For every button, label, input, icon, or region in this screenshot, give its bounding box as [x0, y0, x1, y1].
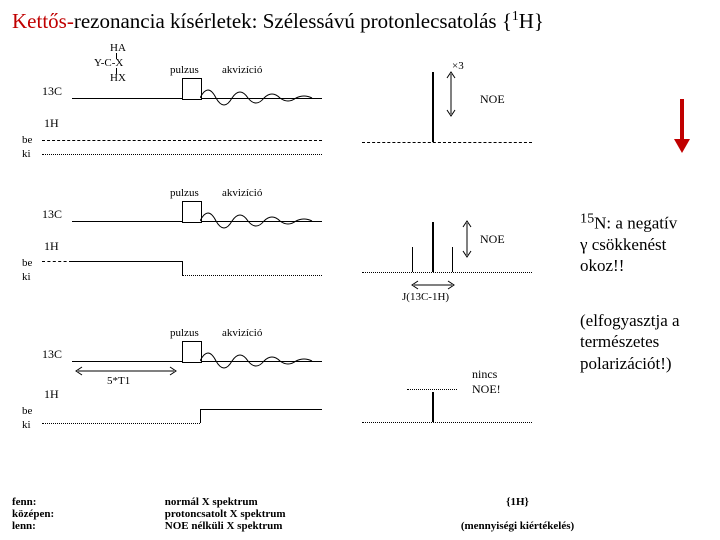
lbl-13c-2: 13C: [42, 207, 62, 222]
lbl-hx: HX: [110, 72, 126, 84]
fid-1: [200, 82, 320, 114]
footer-spacer: [418, 508, 618, 520]
lbl-akv-2: akvizíció: [222, 187, 262, 199]
footer-mid: normál X spektrum protoncsatolt X spektr…: [165, 496, 415, 532]
h1-step-3: [200, 409, 201, 423]
lbl-ha: HA: [110, 42, 126, 54]
lbl-13c: 13C: [42, 84, 62, 99]
title-sup: 1: [512, 8, 519, 23]
lbl-pulzus-3: pulzus: [170, 327, 199, 339]
h1-step-2: [182, 261, 183, 275]
sn2-l2: természetes: [580, 332, 659, 351]
footer-left: fenn: középen: lenn:: [12, 496, 162, 532]
f-m2: protoncsatolt X spektrum: [165, 508, 415, 520]
lbl-akv-1: akvizíció: [222, 64, 262, 76]
f-l2: középen:: [12, 508, 162, 520]
lbl-ki: ki: [22, 148, 31, 160]
page-title: Kettős-rezonancia kísérletek: Szélessávú…: [12, 8, 708, 34]
spec2-p2: [432, 222, 434, 272]
f-l3: lenn:: [12, 520, 162, 532]
f-l1: fenn:: [12, 496, 162, 508]
sn1-l1: N: a negatív: [594, 214, 677, 233]
f-r2: (mennyiségi kiértékelés): [418, 520, 618, 532]
sn2-l3: polarizációt!): [580, 354, 672, 373]
side-note-1: 15N: a negatív γ csökkenést okoz!!: [580, 210, 710, 276]
sn1-l2: γ csökkenést: [580, 235, 666, 254]
lbl-j: J(13C-1H): [402, 291, 449, 303]
diagram-area: 13C 1H be ki HA Y-C-X HX pulzus akvizíci…: [12, 42, 542, 452]
h1-dot-3: [42, 423, 200, 424]
lbl-noe-2: NOE: [480, 232, 505, 247]
lbl-pulzus-2: pulzus: [170, 187, 199, 199]
h1-solid-2: [72, 261, 182, 262]
panel-1: 13C 1H be ki HA Y-C-X HX pulzus akvizíci…: [12, 42, 542, 172]
sn2-l1: (elfogyasztja a: [580, 311, 680, 330]
h1-solid-3: [200, 409, 322, 410]
lbl-be-3: be: [22, 405, 32, 417]
spec2-base: [362, 272, 532, 273]
lbl-13c-3: 13C: [42, 347, 62, 362]
lbl-pulzus-1: pulzus: [170, 64, 199, 76]
spec2-p3: [452, 247, 453, 272]
lbl-1h-2: 1H: [44, 239, 59, 254]
h1-dot-1: [42, 154, 322, 155]
lbl-noe-1: NOE: [480, 92, 505, 107]
panel-2: 13C 1H be ki pulzus akvizíció NOE: [12, 187, 542, 307]
h1-dash-1a: [42, 140, 322, 141]
c13-pulse-2: [182, 201, 202, 223]
title-tail: H}: [519, 9, 544, 33]
lbl-ycx: Y-C-X: [94, 57, 123, 69]
sn1-l3: okoz!!: [580, 256, 624, 275]
lbl-nincs-noe: nincs NOE!: [472, 367, 501, 397]
f-r1: {1H}: [418, 496, 618, 508]
noe-arrow-1: [444, 70, 458, 118]
title-red: Kettős-: [12, 9, 74, 33]
j-arrow: [410, 279, 456, 291]
noe-arrow-2: [460, 219, 474, 259]
lbl-ki-3: ki: [22, 419, 31, 431]
fid-3: [200, 345, 320, 377]
sn1-sup: 15: [580, 214, 594, 233]
footer: fenn: középen: lenn: normál X spektrum p…: [12, 496, 708, 532]
spec3-base: [362, 422, 532, 423]
lbl-be: be: [22, 134, 32, 146]
sn1-sup-val: 15: [580, 210, 594, 226]
lbl-1h-3: 1H: [44, 387, 59, 402]
panel-3: 13C 1H be ki pulzus akvizíció 5*T1 nincs…: [12, 327, 542, 452]
h1-dash-2: [42, 261, 72, 262]
footer-right: {1H} (mennyiségi kiértékelés): [418, 496, 618, 532]
f-m1: normál X spektrum: [165, 496, 415, 508]
ha-stem: [116, 53, 117, 59]
h1-dot-2: [182, 275, 322, 276]
spec2-p1: [412, 247, 413, 272]
lbl-akv-3: akvizíció: [222, 327, 262, 339]
lbl-1h: 1H: [44, 116, 59, 131]
spec1-peak: [432, 72, 434, 142]
lbl-5t1: 5*T1: [107, 375, 130, 387]
hx-stem: [116, 68, 117, 74]
c13-pulse-3: [182, 341, 202, 363]
c13-pulse-1: [182, 78, 202, 100]
title-rest: rezonancia kísérletek: Szélessávú proton…: [74, 9, 512, 33]
spec3-ceiling: [407, 389, 457, 390]
fid-2: [200, 205, 320, 237]
spec1-base: [362, 142, 532, 143]
lbl-ki-2: ki: [22, 271, 31, 283]
side-note-2: (elfogyasztja a természetes polarizációt…: [580, 310, 710, 374]
spec3-peak: [432, 392, 434, 422]
lbl-be-2: be: [22, 257, 32, 269]
red-down-arrow: [670, 95, 694, 155]
f-m3: NOE nélküli X spektrum: [165, 520, 415, 532]
